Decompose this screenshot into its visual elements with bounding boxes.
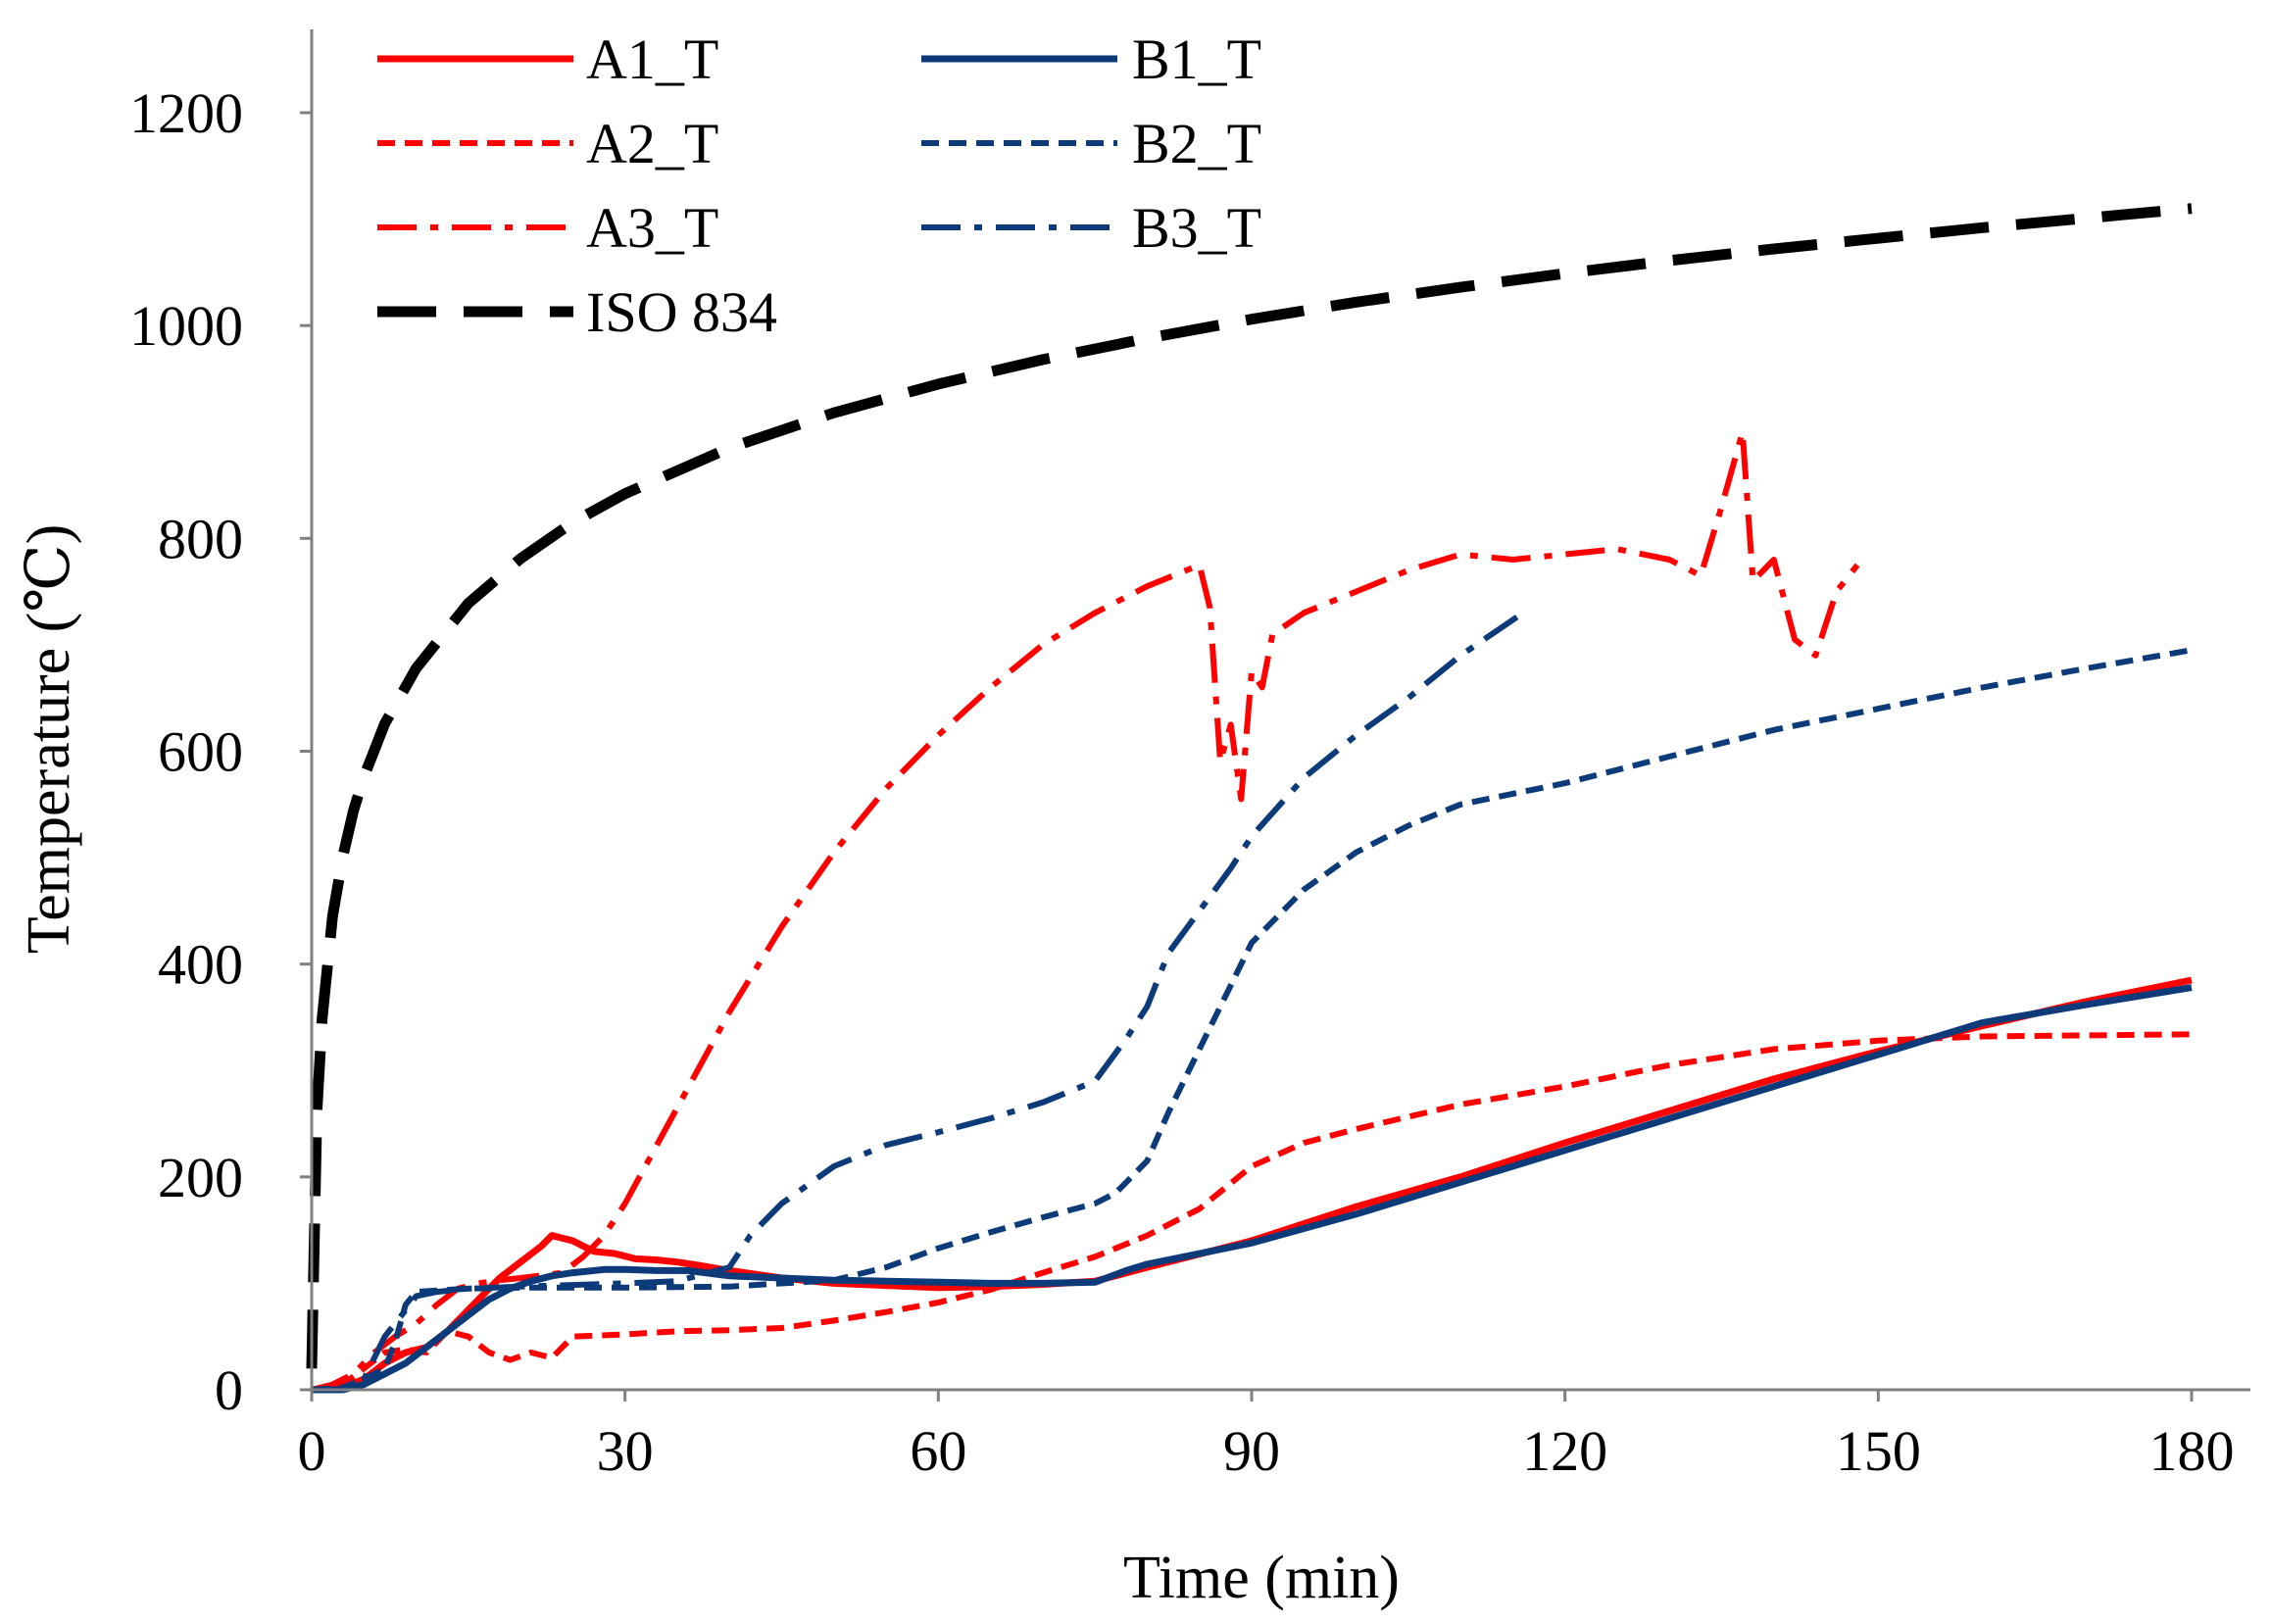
y-tick-label: 400 — [158, 933, 243, 997]
x-tick-label: 90 — [1223, 1419, 1280, 1483]
series-line-a3-t — [311, 428, 1860, 1393]
series-layer — [306, 203, 2193, 1394]
x-tick-label: 150 — [1836, 1419, 1921, 1483]
x-tick-label: 60 — [910, 1419, 966, 1483]
series-line-b1-t — [312, 984, 2193, 1394]
legend-label: B1_T — [1132, 27, 1261, 91]
x-axis-title: Time (min) — [1123, 1545, 1400, 1611]
axes-layer — [310, 29, 2250, 1392]
y-tick-label: 1200 — [129, 81, 243, 145]
x-tick-label: 30 — [597, 1419, 654, 1483]
y-tick-label: 600 — [158, 720, 243, 784]
series-line-b2-t — [311, 647, 2193, 1393]
y-tick-label: 200 — [158, 1146, 243, 1209]
series-line-b3-t — [312, 610, 1525, 1393]
y-tick-label: 800 — [158, 507, 243, 570]
legend-label: A2_T — [586, 112, 718, 175]
x-tick-label: 0 — [298, 1419, 326, 1483]
legend-label: A1_T — [586, 27, 718, 91]
y-tick-label: 0 — [215, 1358, 243, 1422]
legend-label: B3_T — [1132, 196, 1261, 260]
y-tick-label: 1000 — [129, 294, 243, 358]
legend-label: B2_T — [1132, 112, 1261, 175]
x-tick-label: 120 — [1522, 1419, 1607, 1483]
y-axis-title: Temperature (℃) — [16, 524, 82, 955]
legend: A1_T A2_T A3_T ISO 834 B1_T B2_T B3_T — [377, 27, 1261, 344]
legend-label: ISO 834 — [586, 280, 777, 344]
ticks-layer: 0 200 400 600 800 1000 1200 0 30 60 90 120 150 180 — [129, 81, 2235, 1483]
legend-label: A3_T — [586, 196, 718, 260]
x-tick-label: 180 — [2149, 1419, 2235, 1483]
series-line-iso-834 — [306, 203, 2193, 1369]
